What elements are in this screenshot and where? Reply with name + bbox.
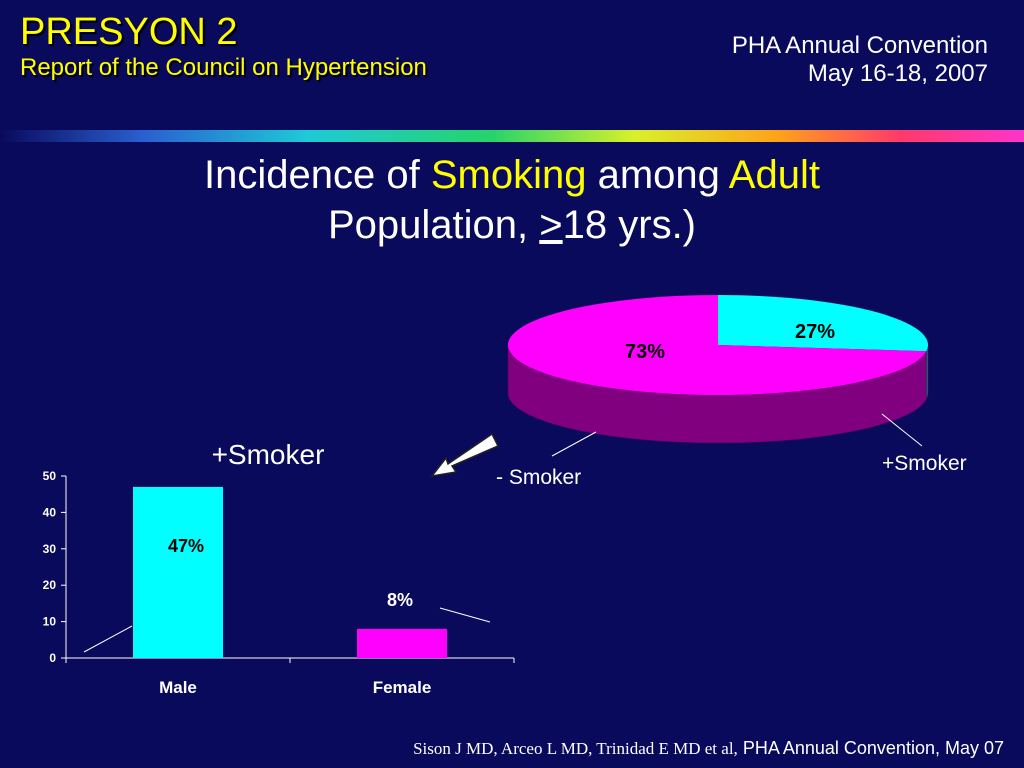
bar-value-label-female: 8% bbox=[387, 590, 413, 610]
bar-leader-line-male bbox=[83, 625, 133, 653]
bar-leader-line-female bbox=[439, 607, 491, 623]
pie-slice-smoker bbox=[718, 295, 929, 352]
x-category-label-female: Female bbox=[373, 678, 432, 697]
y-tick-label: 0 bbox=[49, 651, 56, 665]
conference-info: PHA Annual Convention May 16-18, 2007 bbox=[732, 32, 988, 88]
presentation-title: PRESYON 2 bbox=[20, 11, 238, 53]
pie-category-label-smoker: +Smoker bbox=[882, 452, 967, 475]
bar-chart-title: +Smoker bbox=[212, 439, 325, 470]
bar-female bbox=[357, 628, 447, 658]
pie-value-label-nonsmoker: 73% bbox=[625, 341, 665, 363]
presentation-subtitle: Report of the Council on Hypertension bbox=[20, 54, 427, 81]
y-tick-label: 20 bbox=[43, 578, 57, 592]
slide-title-line1: Incidence of Smoking among Adult bbox=[204, 153, 820, 197]
footer-event: PHA Annual Convention, May 07 bbox=[742, 738, 1004, 758]
footer-authors: Sison J MD, Arceo L MD, Trinidad E MD et… bbox=[413, 739, 738, 758]
slide-title-line2: Population, >18 yrs.) bbox=[328, 203, 696, 247]
conference-date: May 16-18, 2007 bbox=[807, 60, 988, 87]
pie-leader-line-smoker bbox=[881, 413, 923, 447]
y-tick-label: 50 bbox=[43, 469, 57, 483]
bar-male bbox=[133, 486, 223, 658]
pie-value-label-smoker: 27% bbox=[795, 321, 835, 343]
bar-value-label-male: 47% bbox=[168, 536, 204, 556]
arrow-icon bbox=[430, 432, 500, 478]
footer-citation: Sison J MD, Arceo L MD, Trinidad E MD et… bbox=[413, 738, 1004, 759]
y-tick-label: 40 bbox=[43, 505, 57, 519]
pie-slice-nonsmoker bbox=[508, 295, 927, 396]
x-category-label-male: Male bbox=[159, 678, 197, 697]
pie-category-label-nonsmoker: - Smoker bbox=[496, 466, 581, 489]
slide-title: Incidence of Smoking among Adult Populat… bbox=[0, 150, 1024, 250]
conference-name: PHA Annual Convention bbox=[731, 32, 988, 59]
bar-chart: 0 10 20 30 40 50 Male 47% Female 8% bbox=[43, 469, 515, 697]
y-tick-label: 30 bbox=[43, 542, 57, 556]
y-tick-label: 10 bbox=[43, 615, 57, 629]
pie-leader-line-nonsmoker bbox=[551, 431, 597, 457]
pie-chart: 27% 73% bbox=[507, 295, 929, 444]
rainbow-divider bbox=[0, 130, 1024, 142]
